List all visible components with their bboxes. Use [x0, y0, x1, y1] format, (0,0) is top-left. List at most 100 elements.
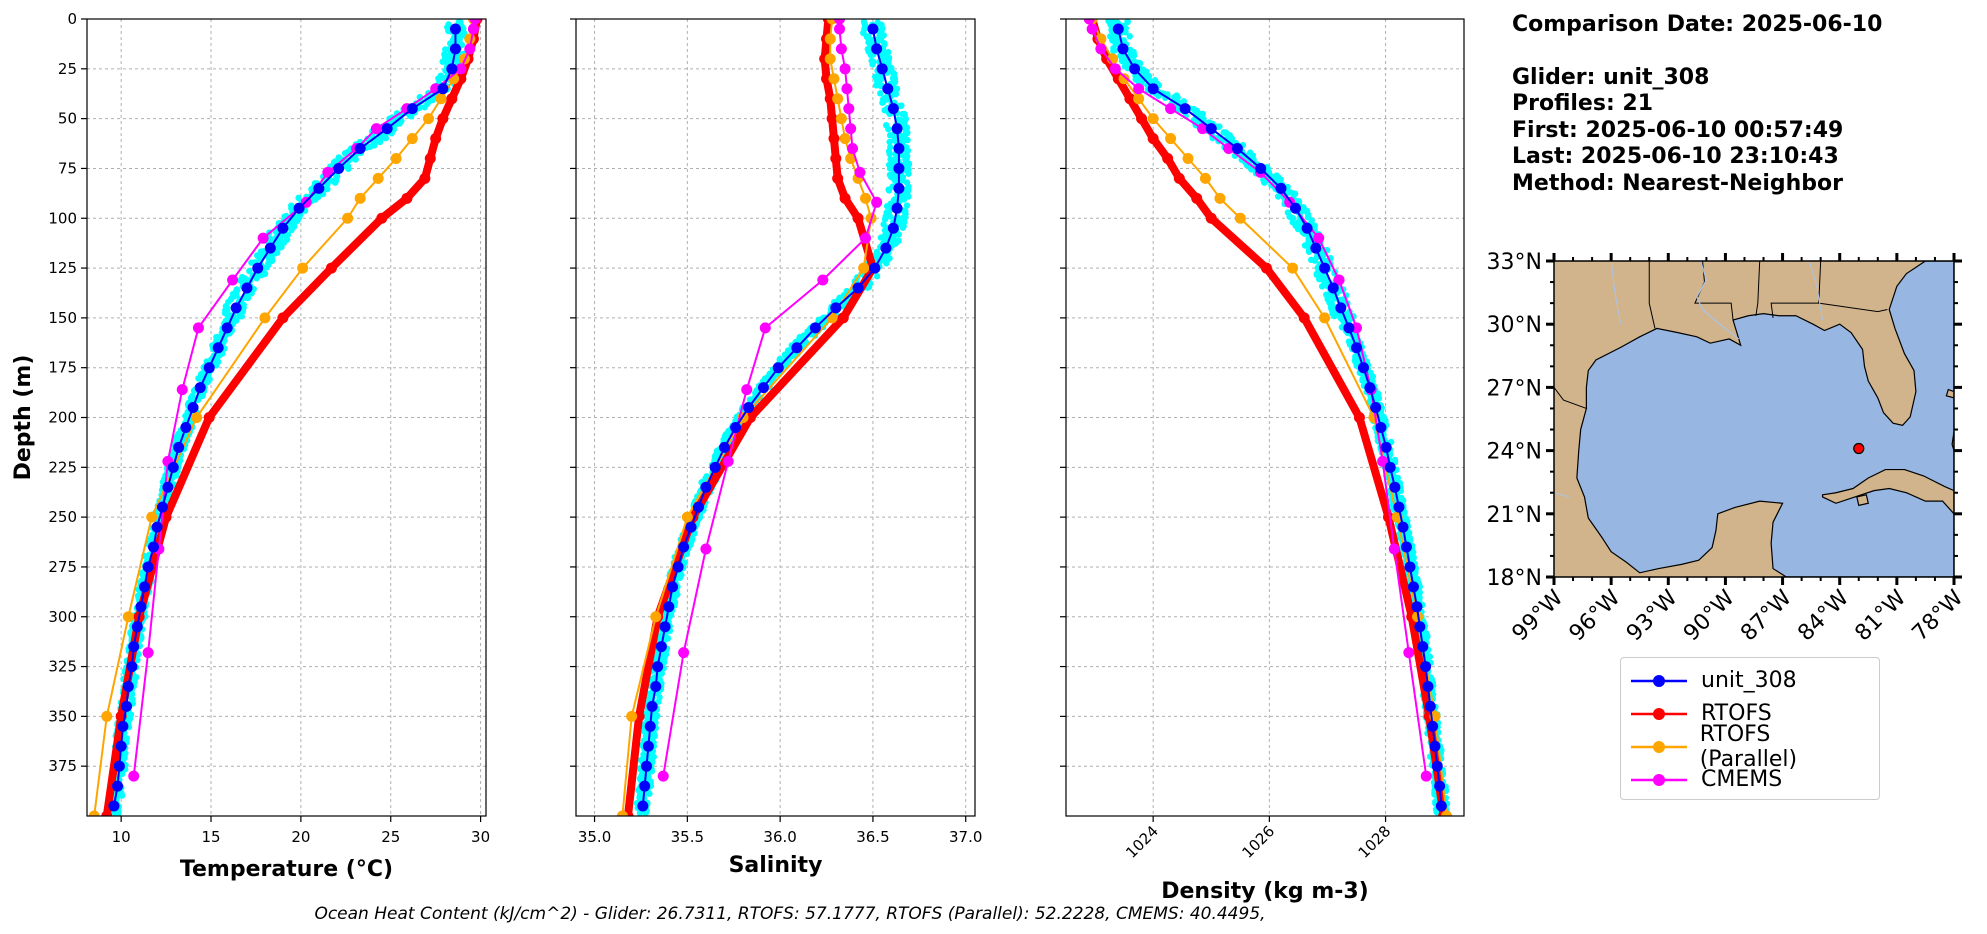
- glider-scatter-point: [233, 286, 240, 293]
- glider-scatter-point: [886, 150, 893, 158]
- river: [1610, 261, 1622, 325]
- plot-area: [616, 19, 913, 816]
- glider-scatter-point: [886, 171, 894, 179]
- data-point: [121, 700, 133, 712]
- legend-swatch-cmems: [1631, 773, 1687, 786]
- data-point: [257, 232, 269, 244]
- data-point: [1353, 412, 1365, 423]
- glider-scatter-point: [278, 243, 285, 251]
- x-tick-label: 1024: [1122, 822, 1162, 862]
- glider-scatter-point: [128, 690, 136, 697]
- glider-scatter-point: [375, 137, 382, 145]
- data-point: [151, 521, 163, 533]
- map-lon-label: 78°W: [1908, 585, 1969, 646]
- data-point: [370, 123, 382, 135]
- glider-scatter-point: [875, 79, 883, 87]
- y-tick-label: 50: [58, 110, 77, 128]
- data-point: [446, 93, 458, 105]
- data-point: [672, 561, 684, 573]
- series-cmems: [1083, 19, 1432, 782]
- data-point: [1407, 581, 1419, 593]
- data-point: [858, 262, 870, 274]
- y-tick-label: 150: [48, 309, 77, 327]
- glider-scatter-point: [352, 156, 359, 163]
- data-point: [406, 133, 418, 145]
- legend-item: RTOFS: [1629, 697, 1871, 730]
- data-point: [809, 322, 821, 334]
- state-border: [1818, 302, 1888, 313]
- data-point: [709, 461, 721, 473]
- data-point: [264, 242, 276, 254]
- data-point: [191, 412, 203, 423]
- glider-scatter-point: [1331, 312, 1338, 320]
- comparison-date: Comparison Date: 2025-06-10: [1512, 12, 1883, 37]
- glider-scatter-point: [332, 158, 339, 165]
- data-point: [446, 63, 458, 75]
- data-point: [835, 43, 847, 55]
- data-point: [837, 312, 849, 324]
- data-point: [113, 760, 125, 772]
- y-tick-label: 225: [48, 458, 77, 476]
- x-tick-label: 37.0: [949, 828, 982, 846]
- data-point: [843, 103, 855, 115]
- legend: unit_308 RTOFS RTOFS (Parallel) CMEMS: [1620, 657, 1880, 800]
- data-point: [1370, 402, 1382, 414]
- state-border: [1770, 261, 1822, 318]
- data-point: [1133, 83, 1145, 95]
- data-point: [180, 421, 192, 433]
- data-point: [325, 262, 337, 274]
- data-point: [1234, 212, 1246, 224]
- data-point: [887, 222, 899, 234]
- y-tick-label: 300: [48, 608, 77, 626]
- data-point: [1173, 172, 1185, 184]
- data-point: [1404, 561, 1416, 573]
- chart-panel-temperature: 0 25 50 75 100 125 150 175 200 225 250 275 300 325 350…: [11, 10, 490, 882]
- map-frame: [1553, 260, 1955, 578]
- data-point: [1205, 212, 1217, 224]
- glider-scatter-point: [238, 313, 245, 320]
- y-tick-label: 200: [48, 409, 77, 427]
- glider-scatter-point: [233, 292, 240, 299]
- data-point: [176, 384, 188, 396]
- data-point: [1191, 192, 1203, 204]
- data-point: [860, 232, 872, 244]
- data-point: [142, 647, 154, 659]
- map-lon-label: 84°W: [1793, 585, 1854, 646]
- data-point: [1431, 760, 1443, 772]
- info-panel: Comparison Date: 2025-06-10 Glider: unit…: [1512, 12, 1882, 197]
- legend-label: unit_308: [1701, 668, 1797, 693]
- plot-area: [1083, 19, 1453, 816]
- glider-scatter-point: [881, 216, 889, 223]
- data-point: [893, 143, 905, 155]
- series-cmems: [657, 19, 883, 782]
- x-ticks: 10 15 20 25 30: [112, 816, 490, 846]
- glider-scatter-point: [879, 99, 886, 106]
- data-point: [1124, 93, 1136, 105]
- glider-scatter-point: [886, 165, 894, 172]
- data-point: [297, 262, 309, 274]
- data-point: [259, 312, 271, 324]
- x-tick-label: 20: [291, 828, 310, 846]
- data-point: [212, 342, 224, 354]
- data-point: [1205, 123, 1217, 135]
- data-point: [730, 421, 742, 433]
- data-point: [381, 123, 393, 135]
- data-point: [437, 113, 449, 125]
- glider-scatter-point: [1291, 190, 1299, 197]
- data-point: [1427, 720, 1439, 732]
- data-point: [1182, 152, 1194, 164]
- glider-scatter-point: [886, 138, 893, 146]
- glider-scatter-point: [1261, 179, 1268, 186]
- data-point: [135, 601, 147, 613]
- data-point: [718, 441, 730, 453]
- data-point: [678, 541, 690, 553]
- glider-scatter-point: [903, 202, 911, 209]
- y-ticks: [1060, 18, 1066, 767]
- data-point: [342, 212, 354, 224]
- data-point: [834, 19, 846, 25]
- data-point: [642, 740, 654, 752]
- data-point: [1109, 63, 1121, 75]
- data-point: [1351, 342, 1363, 354]
- data-point: [692, 501, 704, 513]
- glider-scatter-point: [1122, 29, 1129, 36]
